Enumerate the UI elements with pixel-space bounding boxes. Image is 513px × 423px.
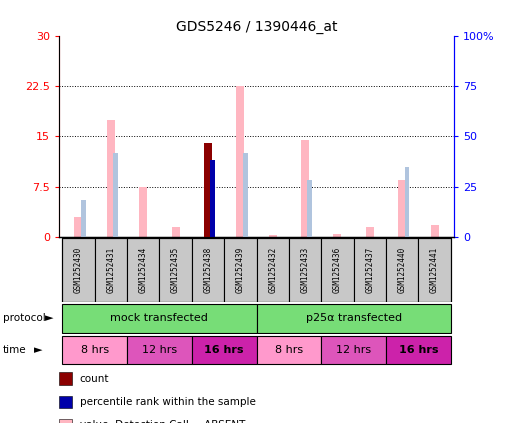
Bar [289,238,321,302]
Bar [430,225,439,237]
Text: GSM1252439: GSM1252439 [236,247,245,293]
Text: 12 hrs: 12 hrs [142,345,177,355]
Bar [139,187,147,237]
Text: GSM1252437: GSM1252437 [365,247,374,293]
Bar [366,227,374,237]
Bar [210,160,215,237]
Text: GSM1252438: GSM1252438 [204,247,212,293]
Bar [107,120,115,237]
Text: time: time [3,345,26,355]
Bar [307,180,312,237]
Bar [256,238,289,302]
Bar [269,235,277,237]
Bar [353,238,386,302]
Text: GSM1252435: GSM1252435 [171,247,180,293]
Bar [62,238,94,302]
Text: GSM1252434: GSM1252434 [139,247,148,293]
Text: GSM1252431: GSM1252431 [106,247,115,293]
Bar [321,238,353,302]
Text: percentile rank within the sample: percentile rank within the sample [80,397,255,407]
Bar [81,200,86,237]
Text: protocol: protocol [3,313,45,323]
Bar [62,336,127,364]
Text: value, Detection Call = ABSENT: value, Detection Call = ABSENT [80,420,245,423]
Bar [127,238,160,302]
Text: 8 hrs: 8 hrs [81,345,109,355]
Text: 12 hrs: 12 hrs [336,345,371,355]
Bar [113,153,118,237]
Text: GSM1252440: GSM1252440 [398,247,407,293]
Text: ►: ► [34,345,43,355]
Text: count: count [80,374,109,384]
Bar [127,336,192,364]
Bar [204,143,212,237]
Bar [386,336,451,364]
Bar [398,180,406,237]
Text: GSM1252436: GSM1252436 [333,247,342,293]
Bar [224,238,256,302]
Bar [256,336,321,364]
Bar [419,238,451,302]
Text: ►: ► [45,313,54,323]
Text: p25α transfected: p25α transfected [306,313,402,323]
Bar [405,167,409,237]
Bar [160,238,192,302]
Bar [386,238,419,302]
Text: GSM1252433: GSM1252433 [301,247,309,293]
Text: GSM1252432: GSM1252432 [268,247,277,293]
Bar [74,217,83,237]
Bar [301,140,309,237]
Bar [243,153,248,237]
Bar [321,336,386,364]
Bar [333,234,342,237]
Text: GSM1252430: GSM1252430 [74,247,83,293]
Bar [62,304,256,332]
Bar [256,304,451,332]
Bar [192,238,224,302]
Title: GDS5246 / 1390446_at: GDS5246 / 1390446_at [176,19,337,33]
Bar [192,336,256,364]
Text: 16 hrs: 16 hrs [204,345,244,355]
Bar [94,238,127,302]
Bar [236,86,244,237]
Text: GSM1252441: GSM1252441 [430,247,439,293]
Text: mock transfected: mock transfected [110,313,208,323]
Bar [171,227,180,237]
Text: 8 hrs: 8 hrs [275,345,303,355]
Text: 16 hrs: 16 hrs [399,345,438,355]
